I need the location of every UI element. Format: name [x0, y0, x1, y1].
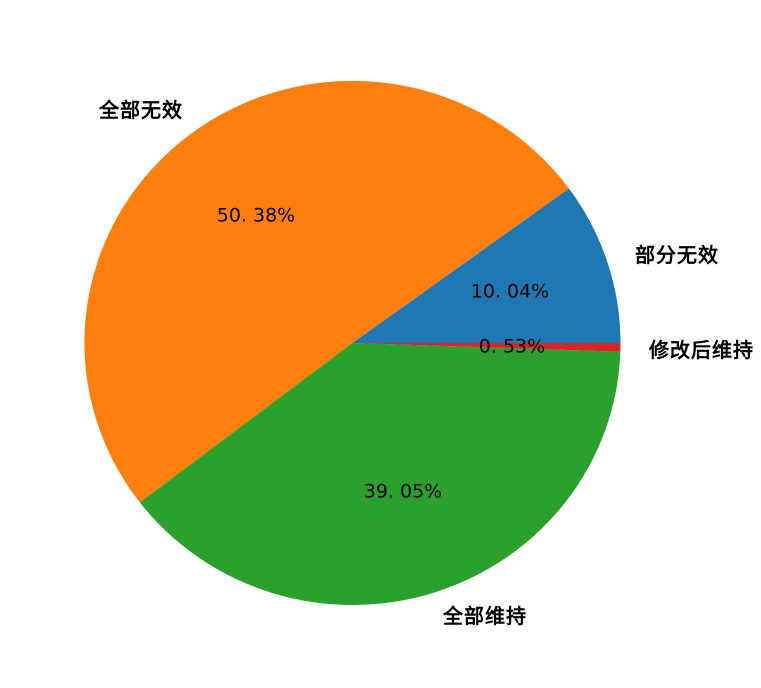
pie-slice-0 [352, 188, 621, 343]
slice-label-all-invalid: 全部无效 [99, 98, 183, 122]
slice-label-partial-invalid: 部分无效 [635, 243, 719, 267]
pct-label-maintained-after-amendment: 0. 53% [478, 335, 546, 358]
pct-label-all-invalid: 50. 38% [216, 204, 296, 227]
pct-label-partial-invalid: 10. 04% [470, 280, 550, 303]
pie-slice-1 [84, 80, 569, 503]
pct-label-all-maintained: 39. 05% [363, 480, 443, 503]
slice-label-maintained-after-amendment: 修改后维持 [649, 338, 754, 362]
pie-slice-2 [139, 343, 621, 605]
slice-label-all-maintained: 全部维持 [443, 604, 527, 628]
pie-slices-group [84, 80, 621, 605]
pie-slice-3 [352, 343, 621, 352]
